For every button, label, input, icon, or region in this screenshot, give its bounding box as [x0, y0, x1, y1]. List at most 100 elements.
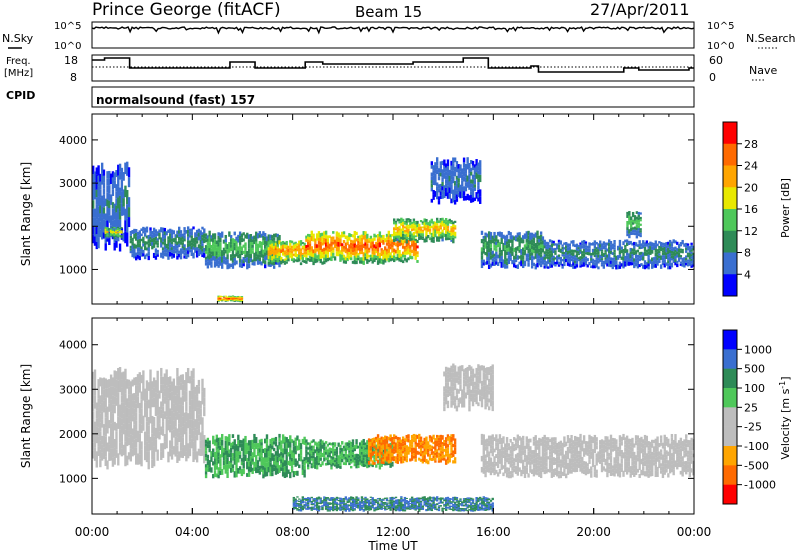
- velocity-echo-cell: [357, 465, 360, 469]
- velocity-echo-cell: [541, 451, 545, 457]
- power-echo-cell: [452, 232, 455, 236]
- power-echo-cell: [640, 251, 643, 255]
- power-echo-cell: [102, 175, 106, 183]
- velocity-echo-cell: [450, 452, 453, 456]
- velocity-echo-cell: [281, 467, 285, 472]
- power-echo-cell: [203, 233, 206, 239]
- velocity-echo-cell: [462, 372, 466, 377]
- velocity-echo-cell: [466, 366, 469, 373]
- velocity-echo-cell: [333, 457, 337, 461]
- power-echo-cell: [384, 258, 387, 263]
- velocity-echo-cell: [100, 419, 104, 428]
- power-echo-cell: [504, 254, 507, 260]
- power-echo-cell: [303, 251, 306, 255]
- power-echo-cell: [434, 233, 437, 238]
- velocity-echo-cell: [393, 456, 396, 459]
- power-echo-cell: [272, 261, 276, 266]
- velocity-echo-cell: [484, 446, 487, 451]
- power-echo-cell: [593, 240, 597, 244]
- power-echo-cell: [260, 249, 263, 254]
- velocity-echo-cell: [500, 463, 503, 470]
- velocity-echo-cell: [462, 386, 466, 391]
- velocity-echo-cell: [228, 460, 231, 465]
- power-echo-cell: [172, 230, 176, 235]
- velocity-echo-cell: [548, 457, 552, 461]
- power-echo-cell: [116, 227, 120, 230]
- velocity-echo-cell: [545, 458, 548, 463]
- power-echo-cell: [197, 244, 201, 249]
- velocity-echo-cell: [179, 374, 183, 383]
- velocity-echo-cell: [165, 385, 168, 401]
- velocity-echo-cell: [305, 456, 308, 460]
- velocity-echo-cell: [496, 442, 500, 447]
- power-echo-cell: [685, 260, 688, 263]
- power-echo-cell: [654, 252, 657, 257]
- velocity-echo-cell: [396, 443, 399, 448]
- velocity-echo-cell: [321, 452, 324, 458]
- velocity-echo-cell: [371, 448, 374, 452]
- power-echo-cell: [599, 254, 602, 259]
- velocity-echo-cell: [482, 454, 485, 461]
- velocity-echo-cell: [425, 458, 428, 464]
- velocity-echo-cell: [414, 448, 417, 452]
- power-echo-cell: [271, 241, 274, 244]
- velocity-echo-cell: [131, 393, 134, 401]
- velocity-echo-cell: [244, 442, 247, 449]
- power-echo-cell: [547, 246, 550, 250]
- velocity-echo-cell: [256, 464, 260, 469]
- power-echo-cell: [400, 242, 403, 246]
- power-echo-cell: [384, 246, 387, 251]
- velocity-echo-cell: [385, 462, 389, 466]
- velocity-echo-cell: [161, 421, 165, 429]
- power-echo-cell: [206, 245, 210, 249]
- velocity-echo-cell: [312, 445, 315, 449]
- power-echo-cell: [529, 252, 532, 257]
- power-echo-cell: [409, 245, 412, 249]
- power-echo-cell: [117, 186, 120, 198]
- velocity-echo-cell: [260, 445, 263, 449]
- power-echo-cell: [575, 257, 579, 261]
- power-echo-cell: [480, 251, 484, 256]
- velocity-echo-cell: [328, 449, 331, 453]
- power-echo-cell: [685, 257, 688, 261]
- power-echo-cell: [597, 246, 600, 250]
- velocity-echo-cell: [487, 390, 491, 395]
- power-echo-cell: [398, 242, 401, 247]
- power-echo-cell: [639, 230, 642, 233]
- velocity-echo-cell: [240, 447, 244, 451]
- velocity-echo-cell: [108, 387, 111, 396]
- velocity-echo-cell: [120, 410, 124, 419]
- power-echo-cell: [409, 218, 412, 223]
- power-echo-cell: [631, 219, 635, 223]
- power-echo-cell: [586, 248, 589, 252]
- power-echo-cell: [668, 239, 672, 244]
- velocity-echo-cell: [418, 445, 421, 449]
- power-echo-cell: [271, 238, 274, 243]
- power-echo-cell: [221, 298, 224, 300]
- power-echo-cell: [690, 242, 693, 245]
- velocity-echo-cell: [375, 444, 378, 448]
- velocity-echo-cell: [495, 446, 498, 451]
- power-echo-cell: [539, 244, 543, 248]
- power-echo-cell: [681, 239, 684, 245]
- velocity-echo-cell: [387, 453, 391, 457]
- velocity-echo-cell: [228, 464, 231, 469]
- velocity-echo-cell: [409, 458, 412, 462]
- power-echo-cell: [149, 236, 152, 240]
- power-echo-cell: [129, 245, 133, 249]
- power-echo-cell: [312, 237, 315, 242]
- power-echo-cell: [170, 247, 174, 250]
- power-echo-cell: [258, 241, 262, 245]
- power-echo-cell: [586, 251, 589, 256]
- velocity-echo-cell: [455, 371, 459, 378]
- velocity-echo-cell: [369, 452, 373, 455]
- power-echo-cell: [419, 228, 423, 231]
- velocity-echo-cell: [226, 436, 229, 444]
- velocity-echo-cell: [183, 412, 186, 424]
- power-echo-cell: [376, 242, 380, 248]
- power-echo-cell: [255, 246, 258, 252]
- power-echo-cell: [552, 240, 555, 244]
- power-echo-cell: [461, 192, 464, 199]
- power-echo-cell: [570, 258, 573, 262]
- velocity-echo-cell: [287, 469, 290, 474]
